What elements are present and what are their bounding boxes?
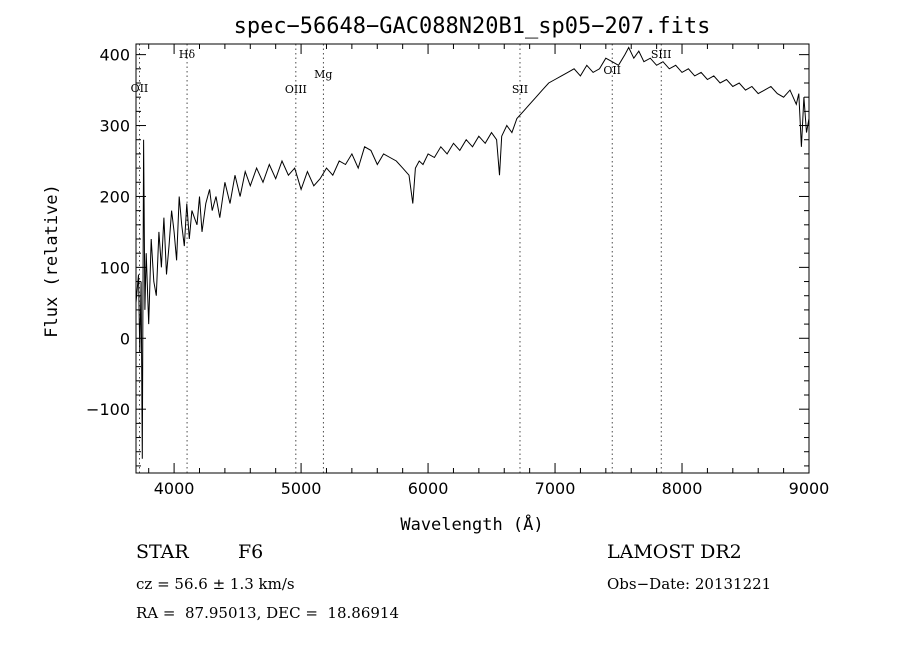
x-tick-label: 7000 [535, 479, 576, 498]
y-tick-label: 100 [99, 258, 130, 277]
x-tick-label: 5000 [281, 479, 322, 498]
y-axis-label: Flux (relative) [42, 184, 62, 338]
line-annotations: OII Hδ OIII Mg SII OII SIII [131, 44, 672, 473]
axes-frame [135, 43, 810, 474]
x-tick-label: 6000 [408, 479, 449, 498]
y-tick-label: 400 [99, 46, 130, 65]
x-tick-label: 4000 [154, 479, 195, 498]
y-tick-label: 200 [99, 187, 130, 206]
obs-date: Obs−Date: 20131221 [607, 575, 772, 593]
chart-title: spec−56648−GAC088N20B1_sp05−207.fits [234, 14, 711, 39]
survey-name: LAMOST DR2 [607, 541, 742, 563]
annotation-label: OIII [285, 83, 307, 96]
coordinates: RA = 87.95013, DEC = 18.86914 [136, 604, 400, 622]
object-class: STAR [136, 541, 189, 563]
axis-ticks: 4000 5000 6000 7000 8000 9000 −100 0 100 200 300 40… [86, 44, 829, 498]
x-tick-label: 8000 [662, 479, 703, 498]
x-tick-label: 9000 [789, 479, 830, 498]
redshift-value: cz = 56.6 ± 1.3 km/s [136, 575, 295, 593]
plot-frame [135, 43, 810, 474]
spectrum-series [135, 46, 810, 459]
annotation-label: Mg [314, 68, 332, 81]
y-tick-label: −100 [86, 400, 130, 419]
annotation-label: Hδ [179, 48, 196, 61]
annotation-label: SII [512, 83, 528, 96]
y-tick-label: 0 [120, 329, 130, 348]
annotation-label: SIII [651, 48, 672, 61]
x-axis-label: Wavelength (Å) [400, 513, 543, 535]
spectrum-line [135, 46, 810, 459]
annotation-label: OII [603, 64, 621, 77]
y-tick-label: 300 [99, 117, 130, 136]
annotation-label: OII [131, 82, 149, 95]
object-subclass: F6 [238, 541, 264, 563]
